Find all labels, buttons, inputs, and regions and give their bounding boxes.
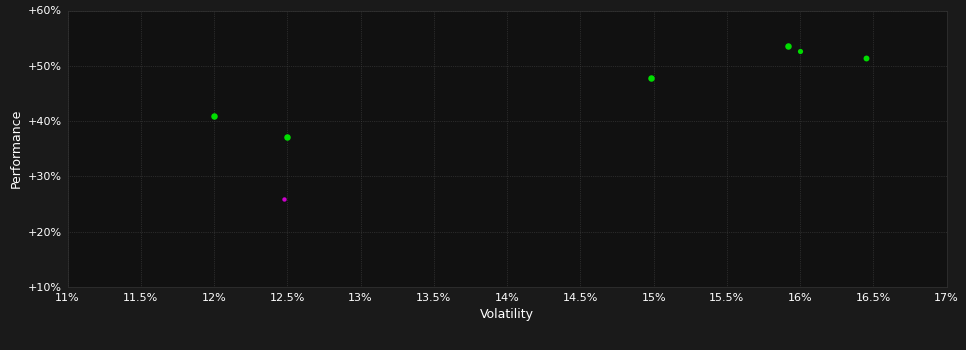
Point (781, 44, 796, 49)
Point (276, 196, 292, 201)
Point (792, 48, 808, 54)
Point (859, 55, 874, 60)
X-axis label: Volatility: Volatility (480, 308, 534, 321)
Point (207, 113, 222, 118)
Y-axis label: Performance: Performance (10, 109, 22, 188)
Point (643, 75, 659, 81)
Point (279, 134, 295, 139)
